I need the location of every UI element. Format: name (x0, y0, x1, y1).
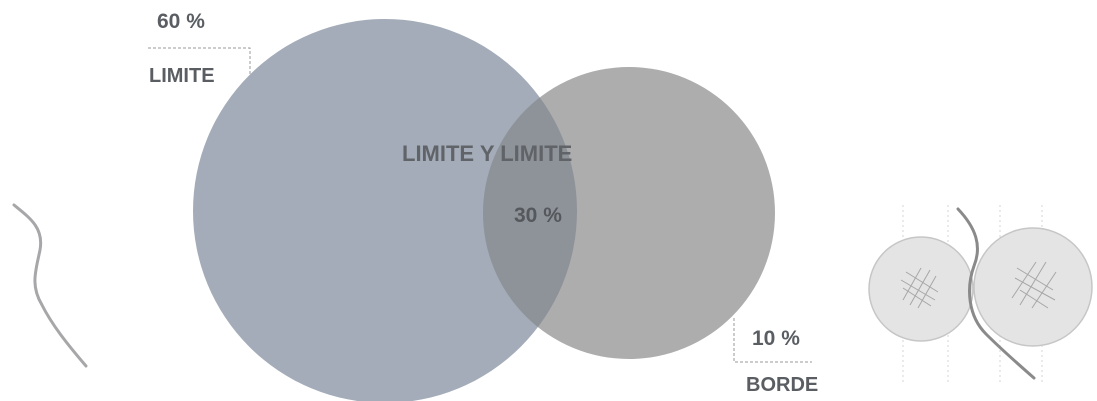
curved-line-icon (12, 203, 88, 368)
intersection-region (483, 67, 577, 359)
set-a-percent: 60 % (157, 10, 205, 33)
callout-bracket-a (148, 47, 251, 78)
intersection-label: LIMITE Y LIMITE (402, 141, 573, 166)
set-a-circle (193, 19, 577, 401)
set-b-percent: 10 % (752, 327, 800, 350)
two-circles-with-line-icon (868, 205, 1093, 385)
set-b-label: BORDE (746, 374, 819, 396)
callout-bracket-b (733, 318, 812, 363)
set-a-label: LIMITE (149, 65, 215, 87)
intersection-percent: 30 % (514, 204, 562, 227)
